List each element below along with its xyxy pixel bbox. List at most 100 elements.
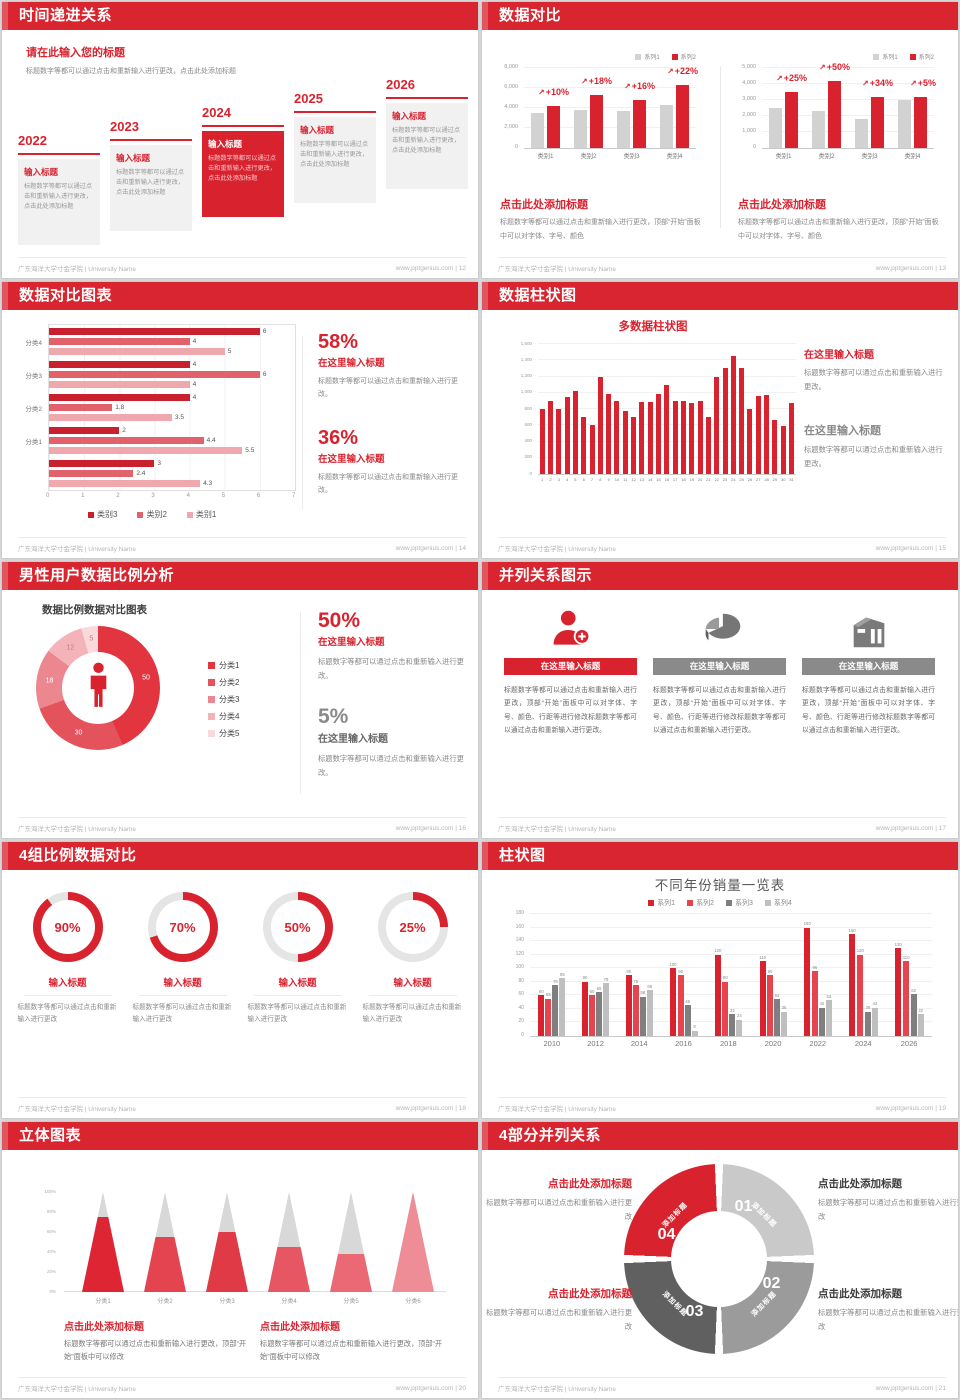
cone-fill [144, 1237, 186, 1292]
bar-column: 68 [646, 914, 653, 1036]
timeline-year: 2024 [202, 105, 231, 120]
bar [574, 110, 587, 148]
slide-content: 在这里输入标题 标题数字等都可以通过点击和重新输入进行更改，顶部“开始”面板中可以… [482, 590, 958, 816]
legend-swatch [88, 511, 94, 518]
bar-column: 58 [639, 914, 646, 1036]
bar-column: 160 [804, 914, 811, 1036]
bar-group: 130 110 62 32 2026 [895, 914, 924, 1048]
bar-column [614, 344, 620, 474]
slide-male-user-ratio[interactable]: 男性用户数据比例分析 数据比例数据对比图表 50 30 18 12 5 分类1 分类2 分类… [2, 562, 478, 838]
relation-column: 在这里输入标题 标题数字等都可以通过点击和重新输入进行更改，顶部“开始”面板中可以… [653, 602, 786, 737]
bar [755, 396, 761, 474]
stat-heading: 在这里输入标题 [318, 734, 388, 745]
slide-parallel-relation[interactable]: 并列关系图示 在这里输入标题 标题数字等都可以通过点击和重新输入进行更改，顶部“开… [482, 562, 958, 838]
bar-group: ↗+16% 类别3 [617, 68, 655, 160]
bar [828, 80, 841, 148]
axis-category-label: 分类5 [343, 1299, 359, 1305]
gridline [538, 343, 796, 344]
ratio-card: 70% 输入标题 标题数字等都可以通过点击和重新输入进行更改 [130, 888, 236, 1026]
relation-column: 在这里输入标题 标题数字等都可以通过点击和重新输入进行更改，顶部“开始”面板中可以… [504, 602, 637, 737]
bar [597, 376, 603, 474]
bar [614, 400, 620, 474]
slide-title: 4组比例数据对比 [19, 847, 137, 864]
legend-item: 系列1 [635, 52, 660, 61]
block-heading: 点击此处添加标题 [260, 1322, 340, 1333]
bar-column: 80 [582, 914, 589, 1036]
segment-number: 01 [734, 1197, 753, 1215]
bar [785, 92, 798, 148]
bar-group: 25 [739, 344, 745, 482]
bar [590, 95, 603, 148]
bar [697, 400, 703, 474]
footer-school: 广东海洋大学寸金学院 | University Name [498, 1106, 616, 1113]
slide-header: 数据柱状图 [482, 282, 958, 310]
slide-time-progression[interactable]: 时间递进关系 请在此输入您的标题 标题数字等都可以通过点击和重新输入进行更改，点… [2, 2, 478, 278]
slide-3d-cone-chart[interactable]: 立体图表 0% 20% 40% 60% 80% 100% 分类1 分类2 分类3 分类4 分类5 分类… [2, 1122, 478, 1398]
bar-column [898, 68, 911, 148]
card-heading: 输入标题 [278, 978, 317, 989]
legend-item: 分类2 [208, 677, 239, 688]
bar [581, 417, 587, 474]
card-body: 标题数字等都可以通过点击和重新输入进行更改 [132, 1004, 232, 1024]
growth-label: ↗+18% [581, 76, 612, 86]
cone-shape [330, 1192, 372, 1292]
bar [622, 410, 628, 474]
cone-fill [206, 1232, 248, 1292]
panel-heading: 点击此处添加标题 [738, 199, 826, 211]
growth-label: ↗+5% [910, 77, 936, 88]
axis-category-label: 16 [664, 477, 670, 482]
bar-column [689, 344, 695, 474]
axis-category-label: 类别1 [775, 153, 792, 160]
bar-value-label: 58 [640, 990, 646, 996]
timeline-underline [202, 125, 284, 127]
bar [631, 417, 637, 474]
intro-block: 请在此输入您的标题 标题数字等都可以通过点击和重新输入进行更改，点击此处添加标题 [26, 44, 246, 78]
block-heading: 点击此处添加标题 [548, 1288, 632, 1300]
slide-four-part-relation[interactable]: 4部分并列关系 01 添加标题 02 添加标题 03 添加标题 04 添加标题 点击此处添加标… [482, 1122, 958, 1398]
slide-content: ↗+10% 类别1 ↗+18% 类别2 ↗+16% 类别3 ↗+22% 类别4 0 2,000 4,… [482, 30, 958, 256]
axis-category-label: 2014 [630, 1039, 648, 1048]
bar-value-label: 32 [730, 1008, 735, 1014]
stat-block: 5% 在这里输入标题 标题数字等都可以通过点击和重新输入进行更改。 [318, 706, 468, 780]
bar-column [747, 344, 753, 474]
bar [864, 1011, 871, 1036]
bar [855, 119, 868, 148]
bar-column: 78 [603, 914, 610, 1036]
bar-column [789, 344, 795, 474]
text-block: 点击此处添加标题 标题数字等都可以通过点击和重新输入进行更改，顶部“开始”面板中… [260, 1318, 456, 1364]
bar [647, 401, 653, 474]
bar-value-label: 3.5 [175, 414, 185, 421]
bar [547, 106, 560, 148]
card-body: 标题数字等都可以通过点击和重新输入进行更改 [362, 1004, 462, 1024]
bar-column [631, 344, 637, 474]
axis-category-label: 2024 [854, 1039, 872, 1048]
bar-row: 4 [49, 338, 295, 345]
bar-group: 29 [772, 344, 778, 482]
bar-value-label: 110 [759, 955, 766, 961]
axis-category-label: 类别2 [818, 153, 835, 160]
axis-tick-label: 800 [524, 405, 532, 411]
bar [49, 394, 190, 401]
bar-column [855, 68, 868, 148]
column-title: 在这里输入标题 [802, 658, 935, 675]
axis-tick-label: 1,000 [742, 127, 756, 134]
slide-comparison-hbar[interactable]: 数据对比图表 6 4 5 4 6 4 4 1.8 3.5 2 4.4 5.5 3 2.4 4.3 分类4 分类3… [2, 282, 478, 558]
slide-column-chart-multi[interactable]: 数据柱状图 多数据柱状图 1 2 3 4 5 6 7 8 9 10 11 12 13 14 15 16 17 18… [482, 282, 958, 558]
bar [49, 460, 155, 467]
axis-tick-label: 1,400 [520, 356, 532, 362]
block-body: 标题数字等都可以通过点击和重新输入进行更改 [818, 1198, 958, 1221]
slice-value-label: 18 [45, 677, 54, 685]
slide-four-ratio-rings[interactable]: 4组比例数据对比 90% 输入标题 标题数字等都可以通过点击和重新输入进行更改 70%… [2, 842, 478, 1118]
bar-groups: ↗+10% 类别1 ↗+18% 类别2 ↗+16% 类别3 ↗+22% 类别4 [524, 66, 698, 160]
timeline-box-title: 输入标题 [116, 153, 151, 163]
bar [49, 328, 260, 335]
gridline [762, 99, 934, 100]
footer-site: www.pptgenius.com [875, 264, 934, 272]
block-body: 标题数字等都可以通过点击和重新输入进行更改，顶部“开始”面板中可以修改 [64, 1339, 247, 1361]
grouped-column-chart: 60 55 75 85 2010 80 60 65 78 2012 90 75 58 68 2014 100 9… [506, 911, 932, 1052]
footer-site: www.pptgenius.com [875, 544, 934, 552]
bar-value-label: 4 [192, 381, 197, 388]
slide-data-comparison[interactable]: 数据对比 ↗+10% 类别1 ↗+18% 类别2 ↗+16% 类别3 ↗+22% 类别4 0 2,… [482, 2, 958, 278]
slide-grouped-column-chart[interactable]: 柱状图 不同年份销量一览表 系列1 系列2 系列3 系列4 60 55 75 85 2010 8… [482, 842, 958, 1118]
bar-column: 46 [684, 914, 691, 1036]
